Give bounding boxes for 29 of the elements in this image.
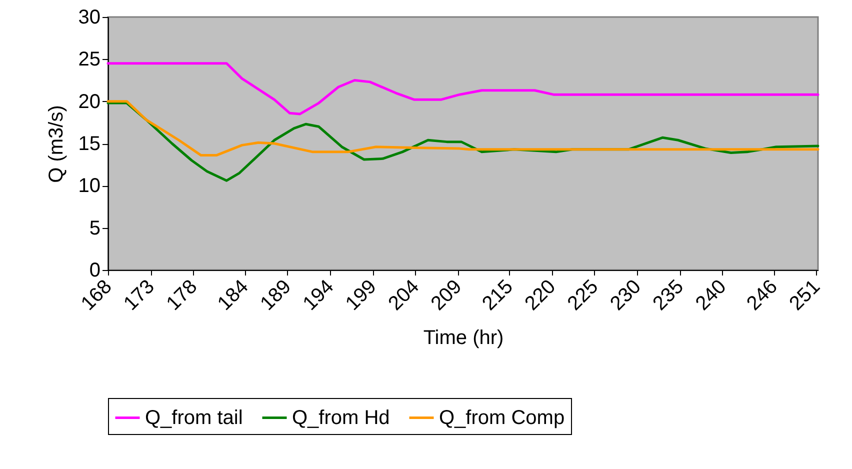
x-tick-label: 215 [478,276,518,315]
y-tick-label: 15 [78,133,100,155]
y-tick-label: 10 [78,175,100,198]
x-tick-label: 184 [214,276,253,315]
x-tick-label: 220 [520,276,560,315]
x-tick-label: 178 [162,276,202,315]
x-tick-label: 225 [564,276,603,315]
legend-label: Q_from Comp [439,406,565,429]
legend-label: Q_from tail [145,406,243,429]
y-tick-label: 20 [78,90,100,113]
y-tick-label: 30 [78,6,100,28]
y-axis-title: Q (m3/s) [45,105,68,183]
legend-label: Q_from Hd [292,406,390,429]
x-tick-label: 194 [298,276,338,315]
x-tick-label: 199 [342,276,381,315]
x-tick-label: 209 [427,276,466,315]
y-tick-label: 5 [89,217,100,240]
x-tick-label: 240 [692,276,731,315]
x-tick-label: 173 [120,276,159,315]
x-tick-label: 251 [785,276,825,315]
x-tick-label: 189 [256,276,296,315]
x-tick-label: 230 [606,276,646,315]
x-tick-label: 246 [742,276,782,315]
x-axis-title: Time (hr) [423,327,504,350]
x-tick-label: 204 [384,276,424,315]
x-tick-label: 235 [648,276,688,315]
line-series [106,100,820,157]
y-tick-label: 25 [78,48,100,71]
line-series [106,62,820,116]
